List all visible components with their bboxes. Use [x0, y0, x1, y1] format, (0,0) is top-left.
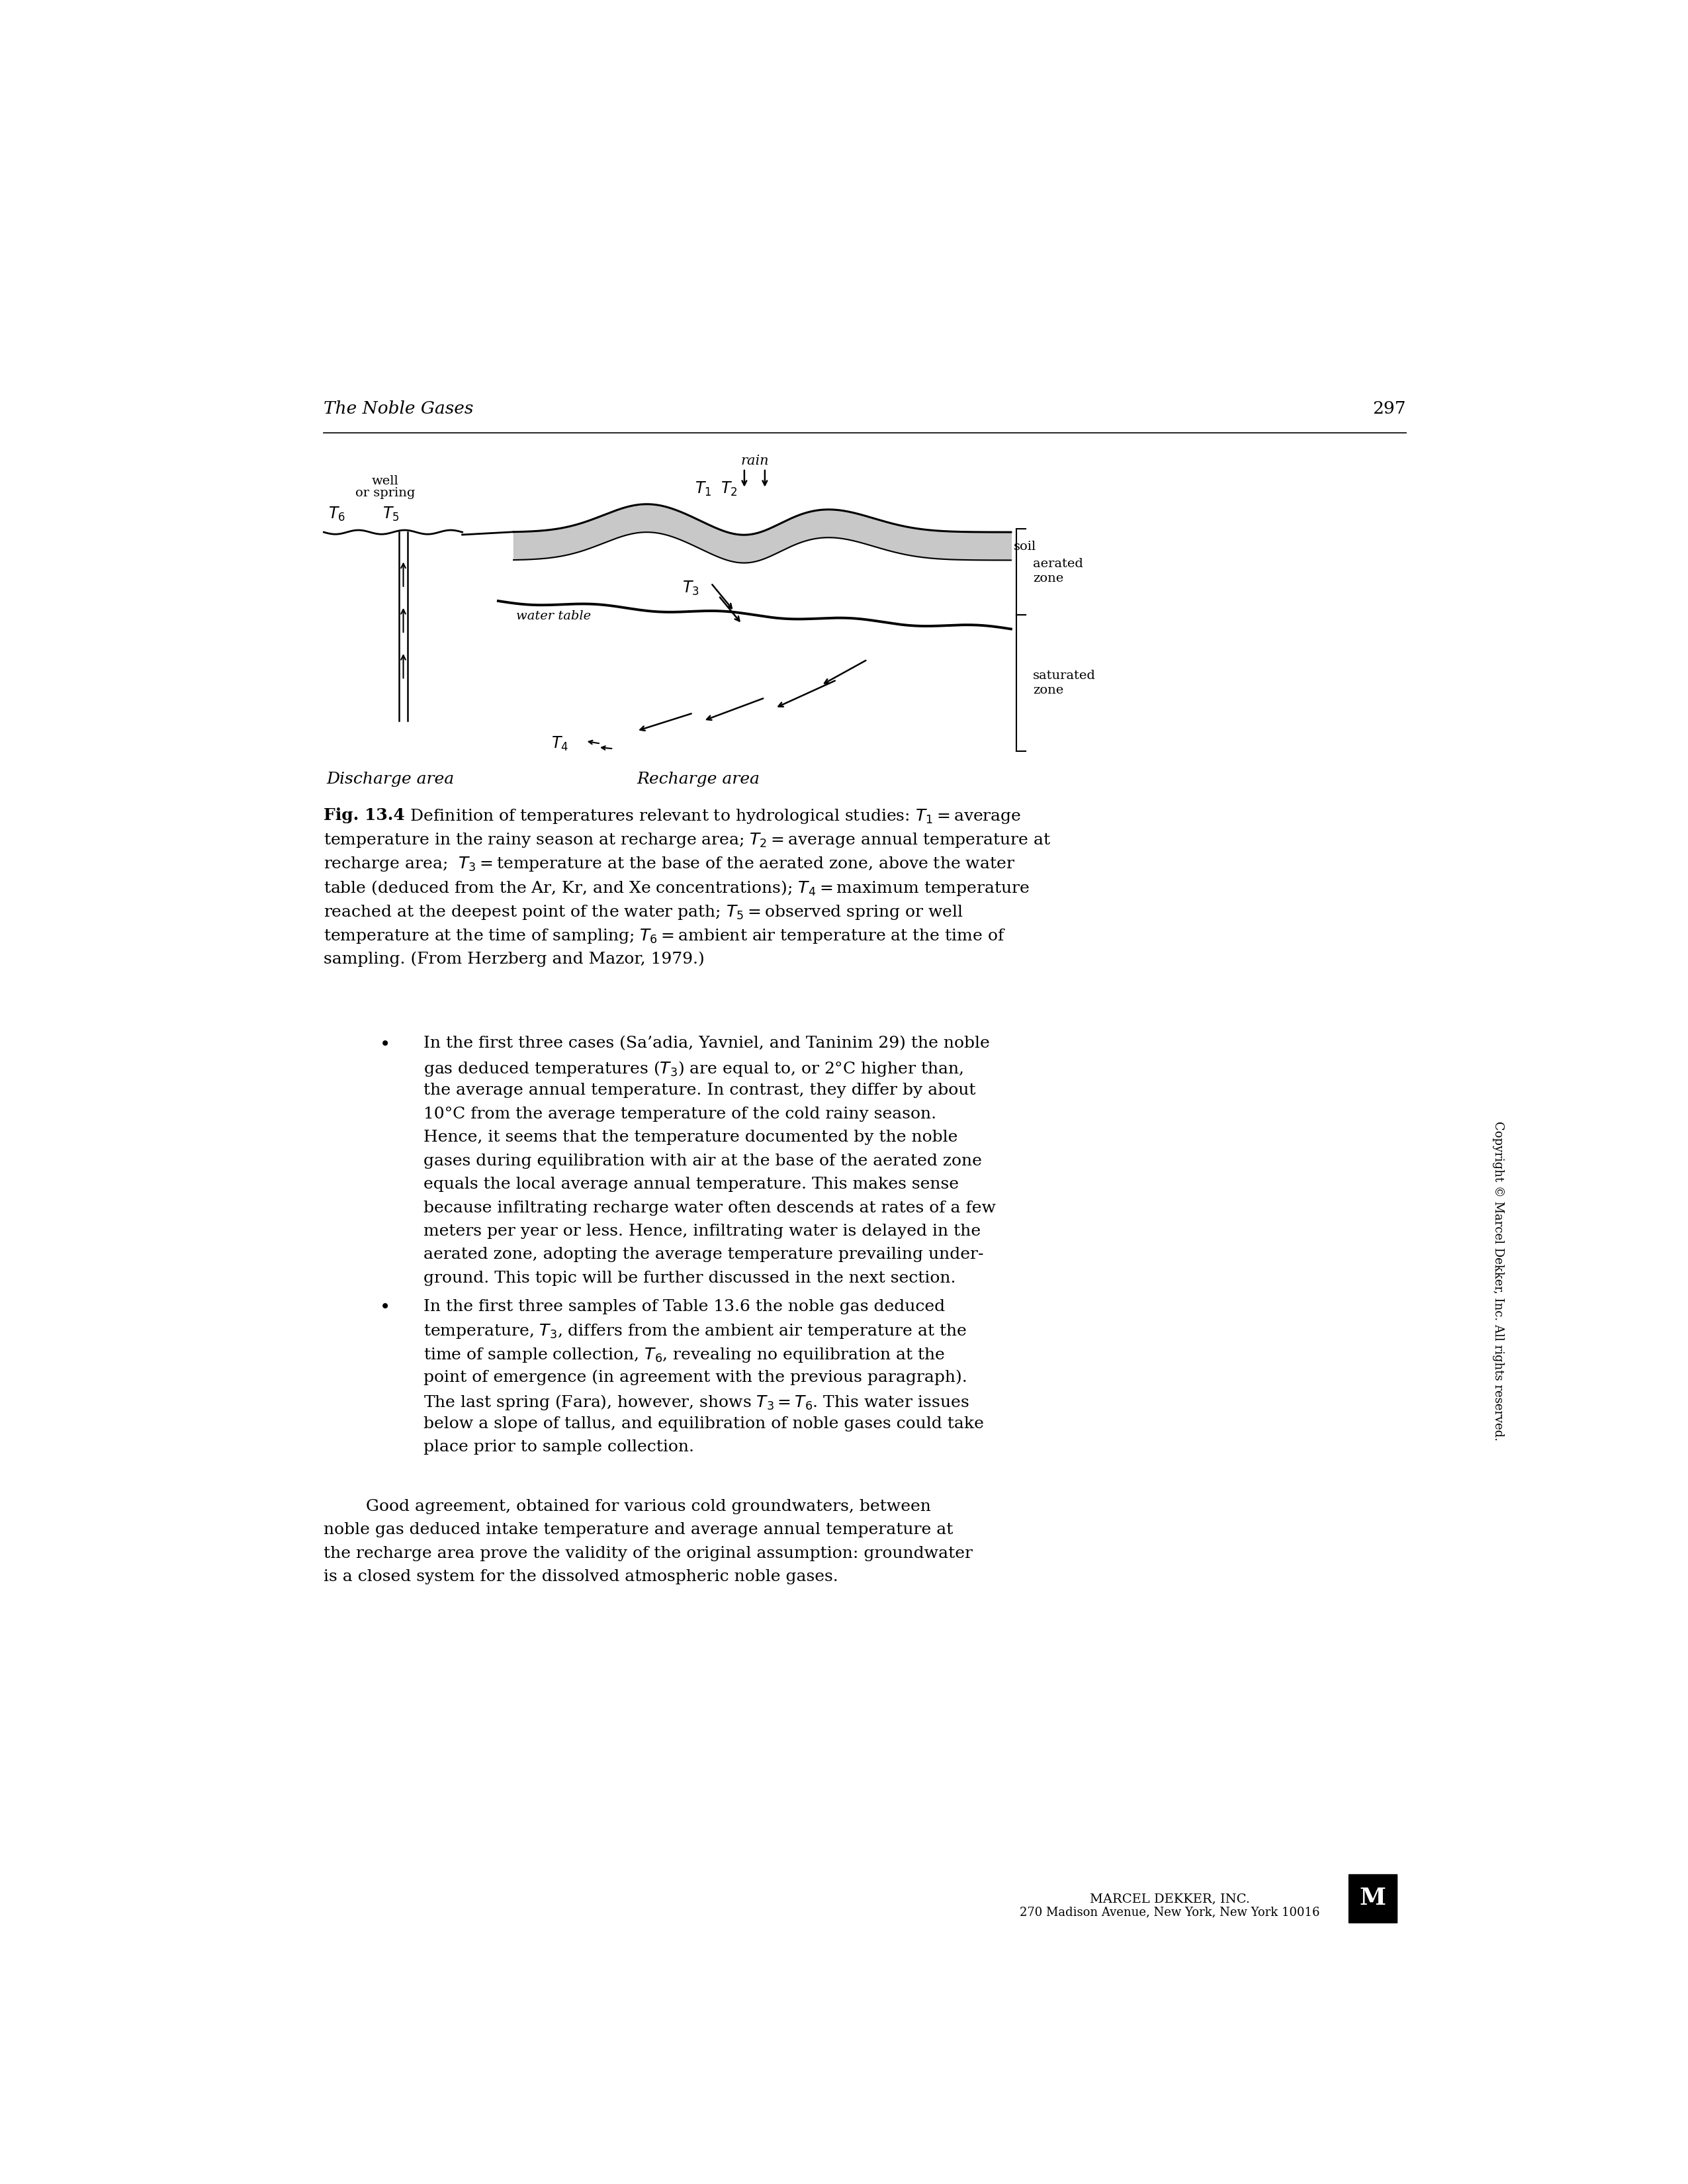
Text: $T_5$: $T_5$ [383, 507, 400, 522]
Text: saturated
zone: saturated zone [1033, 670, 1096, 697]
Text: The last spring (Fara), however, shows $T_3$ = $T_6$. This water issues: The last spring (Fara), however, shows $… [424, 1393, 969, 1411]
Text: noble gas deduced intake temperature and average annual temperature at: noble gas deduced intake temperature and… [324, 1522, 954, 1538]
Text: aerated
zone: aerated zone [1033, 559, 1084, 585]
Text: Good agreement, obtained for various cold groundwaters, between: Good agreement, obtained for various col… [324, 1498, 932, 1514]
Text: 10°C from the average temperature of the cold rainy season.: 10°C from the average temperature of the… [424, 1107, 937, 1123]
Text: In the first three samples of Table 13.6 the noble gas deduced: In the first three samples of Table 13.6… [424, 1299, 945, 1315]
Text: M: M [1359, 1887, 1386, 1909]
Text: meters per year or less. Hence, infiltrating water is delayed in the: meters per year or less. Hence, infiltra… [424, 1223, 981, 1238]
Text: $T_1$: $T_1$ [695, 480, 712, 498]
Text: is a closed system for the dissolved atmospheric noble gases.: is a closed system for the dissolved atm… [324, 1568, 839, 1583]
Text: the average annual temperature. In contrast, they differ by about: the average annual temperature. In contr… [424, 1083, 976, 1099]
Text: Fig. 13.4: Fig. 13.4 [324, 808, 405, 823]
Text: time of sample collection, $T_6$, revealing no equilibration at the: time of sample collection, $T_6$, reveal… [424, 1345, 945, 1363]
Text: or spring: or spring [356, 487, 415, 498]
Text: rain: rain [741, 454, 768, 467]
Text: temperature at the time of sampling; $T_6$ = ambient air temperature at the time: temperature at the time of sampling; $T_… [324, 926, 1006, 946]
Text: well: well [371, 476, 398, 487]
Text: $T_2$: $T_2$ [721, 480, 738, 498]
Text: soil: soil [1013, 539, 1036, 553]
Text: below a slope of tallus, and equilibration of noble gases could take: below a slope of tallus, and equilibrati… [424, 1415, 984, 1431]
Text: gases during equilibration with air at the base of the aerated zone: gases during equilibration with air at t… [424, 1153, 982, 1168]
Text: $T_4$: $T_4$ [550, 736, 569, 751]
Text: gas deduced temperatures ($T_3$) are equal to, or 2°C higher than,: gas deduced temperatures ($T_3$) are equ… [424, 1059, 964, 1079]
Text: because infiltrating recharge water often descends at rates of a few: because infiltrating recharge water ofte… [424, 1201, 996, 1216]
Text: •: • [380, 1035, 390, 1055]
Text: temperature in the rainy season at recharge area; $T_2$ = average annual tempera: temperature in the rainy season at recha… [324, 832, 1052, 850]
Text: 297: 297 [1372, 400, 1406, 417]
Text: Definition of temperatures relevant to hydrological studies: $T_1$ = average: Definition of temperatures relevant to h… [400, 808, 1021, 826]
Text: sampling. (From Herzberg and Mazor, 1979.): sampling. (From Herzberg and Mazor, 1979… [324, 950, 706, 968]
Text: point of emergence (in agreement with the previous paragraph).: point of emergence (in agreement with th… [424, 1369, 967, 1385]
Text: temperature, $T_3$, differs from the ambient air temperature at the: temperature, $T_3$, differs from the amb… [424, 1324, 967, 1341]
Text: MARCEL DEKKER, INC.: MARCEL DEKKER, INC. [1090, 1894, 1251, 1904]
Text: Copyright © Marcel Dekker, Inc. All rights reserved.: Copyright © Marcel Dekker, Inc. All righ… [1492, 1120, 1504, 1441]
Text: place prior to sample collection.: place prior to sample collection. [424, 1439, 694, 1455]
Text: $T_3$: $T_3$ [682, 579, 699, 596]
Text: aerated zone, adopting the average temperature prevailing under-: aerated zone, adopting the average tempe… [424, 1247, 984, 1262]
Text: Recharge area: Recharge area [636, 771, 760, 786]
Text: table (deduced from the Ar, Kr, and Xe concentrations); $T_4$ = maximum temperat: table (deduced from the Ar, Kr, and Xe c… [324, 880, 1030, 898]
Text: recharge area;  $T_3$ = temperature at the base of the aerated zone, above the w: recharge area; $T_3$ = temperature at th… [324, 856, 1014, 874]
Text: $T_6$: $T_6$ [327, 507, 344, 522]
Bar [1349, 1874, 1398, 1922]
Text: The Noble Gases: The Noble Gases [324, 400, 474, 417]
Text: equals the local average annual temperature. This makes sense: equals the local average annual temperat… [424, 1177, 959, 1192]
Text: 270 Madison Avenue, New York, New York 10016: 270 Madison Avenue, New York, New York 1… [1020, 1907, 1320, 1918]
Text: Discharge area: Discharge area [326, 771, 454, 786]
Text: In the first three cases (Sa’adia, Yavniel, and Taninim 29) the noble: In the first three cases (Sa’adia, Yavni… [424, 1035, 991, 1051]
Text: the recharge area prove the validity of the original assumption: groundwater: the recharge area prove the validity of … [324, 1546, 972, 1562]
Text: reached at the deepest point of the water path; $T_5$ = observed spring or well: reached at the deepest point of the wate… [324, 904, 964, 922]
Text: •: • [380, 1299, 390, 1317]
Text: ground. This topic will be further discussed in the next section.: ground. This topic will be further discu… [424, 1271, 955, 1286]
Text: Hence, it seems that the temperature documented by the noble: Hence, it seems that the temperature doc… [424, 1129, 959, 1144]
Text: water table: water table [517, 609, 591, 622]
